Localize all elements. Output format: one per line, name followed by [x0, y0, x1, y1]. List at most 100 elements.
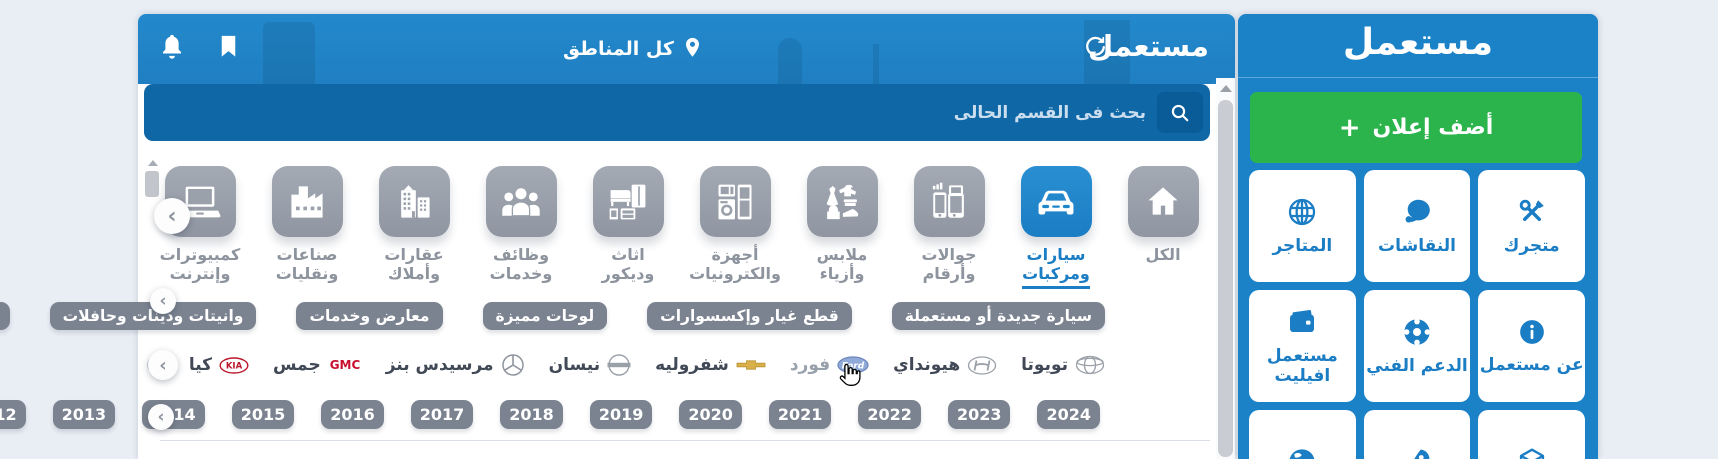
mini-scrollbar-thumb[interactable]	[145, 171, 159, 197]
brand-ford[interactable]: Ford فورد	[790, 355, 869, 375]
category-industry[interactable]: صناعات ونقليات	[270, 166, 344, 289]
refresh-icon[interactable]	[1083, 34, 1113, 64]
category-realestate[interactable]: عقارات وأملاك	[377, 166, 451, 289]
sidebar-card-stores[interactable]: المتاجر	[1249, 170, 1356, 282]
category-label: صناعات	[276, 245, 338, 264]
scrollbar-track[interactable]	[1216, 78, 1235, 459]
year-chip[interactable]: 2018	[500, 400, 563, 429]
year-chip[interactable]: 2024	[1037, 400, 1100, 429]
main-panel: كل المناطق مستعمل بحث فى القسم الحالى ال…	[0, 14, 1235, 459]
search-button[interactable]	[1157, 92, 1203, 133]
category-label: اثاث	[611, 245, 645, 264]
year-chip[interactable]: 2012	[0, 400, 26, 429]
sidebar-card-your-store[interactable]: متجرك	[1478, 170, 1585, 282]
sidebar-card-label: الدعم الفني	[1366, 355, 1468, 376]
brand-gmc[interactable]: GMC جمس	[273, 355, 362, 375]
year-chip[interactable]: 2013	[52, 400, 116, 429]
category-label: والكترونيات	[689, 264, 781, 284]
appliances-icon	[699, 166, 771, 237]
brand-name: مرسيدس بنز	[385, 355, 494, 375]
brands-scroll-left-button[interactable]: ‹	[148, 350, 178, 380]
sidebar-card-about[interactable]: عن مستعمل	[1478, 290, 1585, 402]
category-clothes[interactable]: ملابس وأزياء	[805, 166, 879, 289]
category-label: ومركبات	[1022, 264, 1090, 284]
category-label: كمبيوترات	[159, 245, 241, 264]
phones-icon	[913, 166, 985, 237]
subcategory-chip[interactable]: سيارة جديدة أو مستعملة	[891, 302, 1105, 330]
brand-nissan[interactable]: نيسان	[549, 353, 632, 377]
year-chip[interactable]: 2021	[768, 400, 832, 429]
nissan-logo	[607, 353, 631, 377]
sidebar-card-affiliate[interactable]: مستعمل افيليت	[1249, 290, 1356, 402]
category-cars[interactable]: سيارات ومركبات	[1019, 166, 1093, 290]
home-icon	[1127, 166, 1199, 237]
search-placeholder: بحث فى القسم الحالى	[953, 102, 1146, 123]
sidebar-panel: مستعمل + أضف إعلان متجرك النقاشات المتاج…	[1238, 14, 1598, 459]
sidebar-card-box[interactable]	[1478, 410, 1585, 459]
year-chip[interactable]: 2020	[679, 400, 742, 429]
year-chip[interactable]: 2016	[321, 400, 384, 429]
brand-name: شفروليه	[655, 355, 729, 375]
add-ad-button[interactable]: + أضف إعلان	[1250, 92, 1582, 163]
brand-chevrolet[interactable]: شفروليه	[655, 355, 766, 375]
subcategories-scroll-left-button[interactable]: ‹	[150, 288, 176, 314]
category-mobiles[interactable]: جوالات وأرقام	[912, 166, 986, 289]
category-jobs[interactable]: وظائف وخدمات	[484, 166, 558, 289]
category-label: ملابس	[816, 245, 868, 264]
brand-toyota[interactable]: تويوتا	[1021, 355, 1105, 375]
year-chip[interactable]: 2017	[410, 400, 474, 429]
mini-scroll-up-arrow[interactable]	[148, 160, 158, 166]
scroll-up-arrow[interactable]	[1219, 85, 1232, 92]
subcategory-chip[interactable]: دبابات	[0, 302, 10, 330]
skyline-silhouette	[873, 44, 879, 84]
main-header: كل المناطق مستعمل	[138, 14, 1235, 84]
category-label: جوالات	[921, 245, 977, 264]
category-label: ونقليات	[275, 264, 339, 284]
bell-icon[interactable]	[157, 31, 187, 61]
region-selector[interactable]: كل المناطق	[563, 36, 702, 61]
sidebar-card-support[interactable]: الدعم الفني	[1363, 290, 1471, 402]
brand-kia[interactable]: KIA كيا	[189, 355, 249, 375]
brand-mercedes[interactable]: مرسيدس بنز	[386, 353, 525, 377]
category-appliances[interactable]: أجهزة والكترونيات	[689, 166, 781, 289]
globe-icon	[1286, 196, 1318, 228]
add-ad-label: أضف إعلان	[1372, 115, 1494, 140]
category-label: وأملاك	[387, 264, 441, 284]
subcategory-chip[interactable]: قطع غيار وإكسسوارات	[647, 302, 852, 330]
search-bar[interactable]: بحث فى القسم الحالى	[144, 84, 1210, 141]
category-label: وخدمات	[489, 264, 553, 284]
category-label: وديكور	[601, 264, 655, 284]
category-all[interactable]: الكل	[1126, 166, 1200, 289]
year-chip[interactable]: 2015	[231, 400, 295, 429]
hyundai-logo	[967, 355, 997, 375]
scrollbar-thumb[interactable]	[1218, 100, 1233, 457]
sidebar-card-earth[interactable]	[1249, 410, 1356, 459]
year-chip[interactable]: 2019	[589, 400, 653, 429]
years-scroll-left-button[interactable]: ‹	[148, 404, 174, 430]
category-furniture[interactable]: اثاث وديكور	[591, 166, 665, 289]
sidebar-card-rocket[interactable]	[1363, 410, 1471, 459]
category-label: وإنترنت	[169, 264, 231, 284]
brand-name: هيونداي	[893, 355, 961, 375]
section-divider	[160, 440, 1210, 441]
search-icon	[1168, 101, 1192, 125]
svg-text:GMC: GMC	[329, 358, 360, 372]
industry-icon	[271, 166, 343, 237]
subcategory-chip[interactable]: معارض وخدمات	[296, 302, 443, 330]
skyline-silhouette	[778, 38, 802, 84]
bookmark-icon[interactable]	[215, 32, 245, 62]
subcategory-chip[interactable]: لوحات مميزة	[482, 302, 608, 330]
sidebar-card-discussions[interactable]: النقاشات	[1363, 170, 1471, 282]
region-label: كل المناطق	[563, 37, 674, 60]
kia-logo: KIA	[219, 356, 249, 374]
brand-hyundai[interactable]: هيونداي	[893, 355, 997, 375]
brand-name: نيسان	[548, 355, 601, 375]
realestate-icon	[378, 166, 450, 237]
brand-name: تويوتا	[1021, 355, 1068, 375]
category-label: وأرقام	[922, 264, 976, 284]
year-chip[interactable]: 2022	[858, 400, 921, 429]
categories-scroll-left-button[interactable]: ‹	[154, 198, 190, 234]
year-chip[interactable]: 2023	[947, 400, 1011, 429]
toyota-logo	[1075, 355, 1105, 375]
